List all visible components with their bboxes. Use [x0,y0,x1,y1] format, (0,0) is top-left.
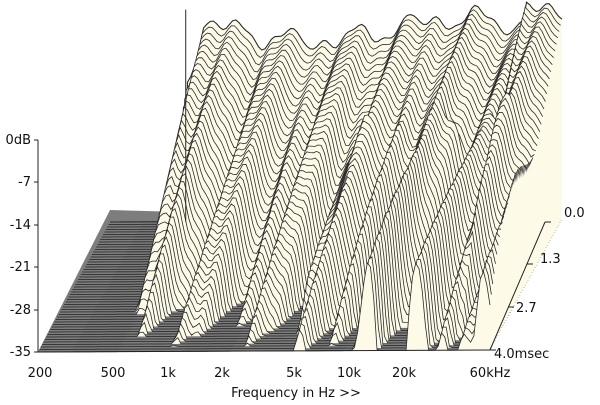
x-tick-label: 200 [28,366,53,381]
z-axis-ticks: 0.0 1.3 2.7 4.0msec [490,206,585,362]
z-tick-label: 0.0 [564,206,585,221]
slice-fill [39,256,492,350]
x-tick-label: 2k [214,366,230,381]
x-axis-ticks: 200 500 1k 2k 5k 10k 20k 60kHz [28,366,511,381]
x-tick-label: 1k [160,366,176,381]
y-tick-label: -14 [10,218,31,233]
y-tick-label: -7 [18,175,31,190]
x-axis-title: Frequency in Hz >> [231,386,361,401]
slice-fill [38,262,490,352]
y-tick-label: -35 [10,345,31,360]
z-tick-label: 2.7 [516,301,537,316]
slice-fill [42,242,495,345]
waterfall-surface [38,1,563,353]
y-axis-ticks: 0dB -7 -14 -21 -28 -35 [6,133,38,360]
x-tick-label: 20k [392,366,417,381]
x-axis-line [37,349,491,353]
z-tick-label: 1.3 [540,252,561,267]
x-tick-label: 10k [337,366,362,381]
y-tick-label: 0dB [6,133,31,148]
x-tick-label: 500 [101,366,126,381]
z-axis-line [489,221,546,351]
z-tick-label: 4.0msec [494,347,549,362]
x-tick-label: 60kHz [470,366,511,381]
x-tick-label: 5k [286,366,302,381]
slice-fill [40,248,493,347]
y-tick-label: -21 [10,260,31,275]
y-tick-label: -28 [10,303,31,318]
